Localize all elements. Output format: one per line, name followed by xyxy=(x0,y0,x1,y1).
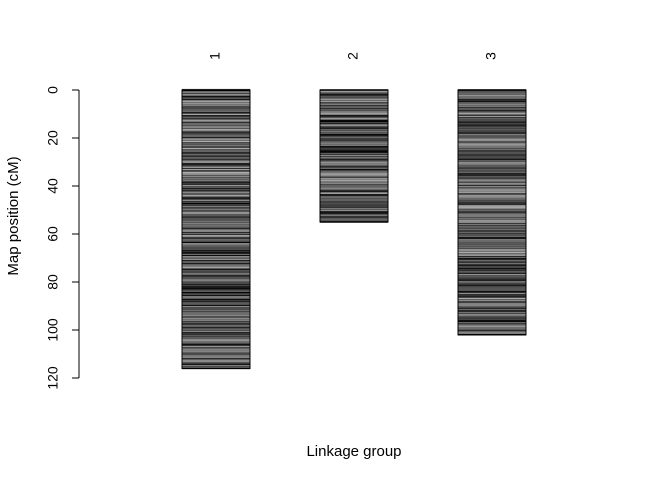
linkage-groups: 1 2 3 xyxy=(181,52,527,370)
bar-outline xyxy=(181,89,251,369)
y-axis-title: Map position (cM) xyxy=(5,156,22,275)
y-tick-label: 20 xyxy=(45,130,61,146)
y-tick-label: 100 xyxy=(45,318,61,342)
y-axis: 0 20 40 60 80 100 120 xyxy=(45,86,80,390)
bar-outline xyxy=(457,89,527,336)
linkage-group-1: 1 xyxy=(181,52,251,370)
group-label: 3 xyxy=(483,52,499,60)
group-label: 1 xyxy=(207,52,223,60)
marker-lines xyxy=(458,89,526,336)
y-tick-label: 40 xyxy=(45,178,61,194)
y-tick-label: 0 xyxy=(45,86,61,94)
marker-lines xyxy=(182,88,250,370)
y-tick-label: 120 xyxy=(45,366,61,390)
group-label: 2 xyxy=(345,52,361,60)
linkage-group-3: 3 xyxy=(457,52,527,336)
x-axis-title: Linkage group xyxy=(306,443,401,460)
bar-outline xyxy=(319,89,389,223)
marker-lines xyxy=(320,89,388,223)
linkage-group-2: 2 xyxy=(319,52,389,223)
y-tick-label: 80 xyxy=(45,274,61,290)
y-tick-label: 60 xyxy=(45,226,61,242)
